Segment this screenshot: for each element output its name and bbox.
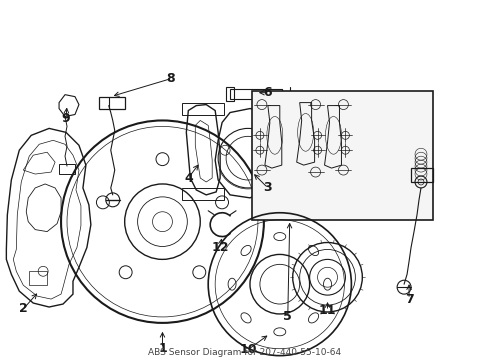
Text: 12: 12: [211, 241, 228, 254]
Text: ABS Sensor Diagram for 207-440-55-10-64: ABS Sensor Diagram for 207-440-55-10-64: [148, 348, 340, 357]
Text: 4: 4: [183, 171, 192, 185]
Bar: [182, 188, 224, 200]
Text: 9: 9: [61, 112, 70, 125]
Text: 7: 7: [404, 293, 412, 306]
Text: 10: 10: [239, 343, 256, 356]
Bar: [225, 87, 234, 100]
Text: 11: 11: [318, 305, 336, 318]
Text: 3: 3: [263, 181, 272, 194]
Bar: [59, 164, 75, 174]
Text: 1: 1: [158, 342, 166, 355]
Text: 2: 2: [19, 302, 28, 315]
Bar: [182, 103, 224, 114]
Bar: [29, 271, 47, 285]
Text: 6: 6: [263, 86, 272, 99]
Bar: [251, 91, 432, 220]
Bar: [230, 89, 281, 99]
Text: 5: 5: [283, 310, 291, 323]
Text: 8: 8: [166, 72, 174, 85]
Bar: [99, 96, 124, 109]
Bar: [410, 168, 432, 182]
